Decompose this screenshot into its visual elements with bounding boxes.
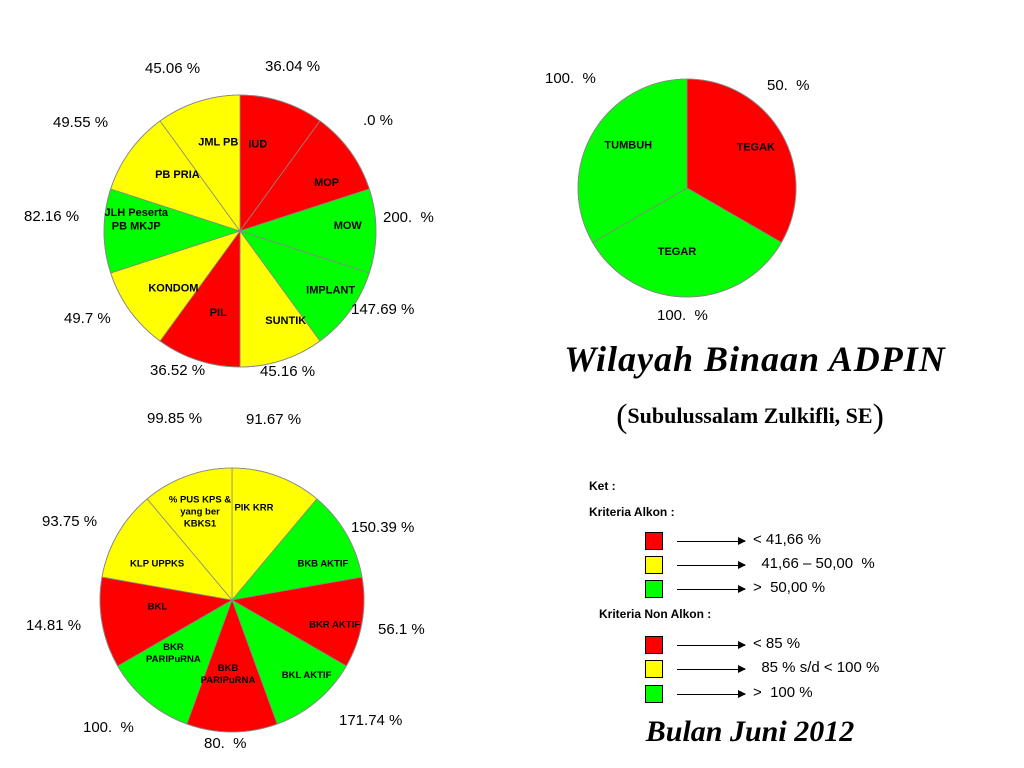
- pie-outline: [99, 467, 365, 733]
- slice-label: TEGAR: [658, 246, 697, 258]
- slice-label: SUNTIK: [265, 315, 306, 327]
- arrow-icon: [677, 690, 746, 698]
- slice-label: KONDOM: [148, 283, 198, 295]
- subtitle-text: Subulussalam Zulkifli, SE: [627, 403, 873, 428]
- pct-label: .0 %: [363, 112, 394, 129]
- legend-text: > 50,00 %: [753, 579, 826, 596]
- page-subtitle: (Subulussalam Zulkifli, SE): [560, 398, 940, 436]
- legend-text: < 85 %: [753, 635, 801, 652]
- subtitle-close-paren: ): [872, 398, 884, 435]
- slice-label: % PUS KPS & yang ber KBKS1: [169, 495, 231, 530]
- legend-swatch-yellow: [645, 556, 663, 574]
- pct-label: 56.1 %: [378, 621, 425, 638]
- pct-label: 80. %: [204, 735, 247, 752]
- slice-label: PB PRIA: [155, 169, 200, 181]
- page-title: Wilayah Binaan ADPIN: [564, 339, 946, 379]
- pie-outline: [577, 78, 797, 298]
- slice-label: MOP: [314, 177, 339, 189]
- pct-label: 49.55 %: [53, 114, 109, 131]
- slice-label: KLP UPPKS: [130, 558, 184, 569]
- pct-label: 100. %: [83, 719, 134, 736]
- pct-label: 45.06 %: [145, 60, 201, 77]
- legend-swatch-green: [645, 685, 663, 703]
- pct-label: 200. %: [383, 209, 434, 226]
- slice-label: PIL: [210, 307, 227, 319]
- pct-label: 82.16 %: [24, 208, 80, 225]
- pct-label: 49.7 %: [64, 310, 111, 327]
- legend-text: > 100 %: [753, 684, 813, 701]
- pie-chart-alkon: IUD MOP MOW IMPLANT SUNTIK PIL KONDOM JLH Peser…: [103, 94, 377, 368]
- pct-label: 36.04 %: [265, 58, 321, 75]
- arrow-icon: [677, 537, 746, 545]
- pct-label: 36.52 %: [150, 362, 206, 379]
- slice-label: BKB AKTIF: [297, 558, 348, 569]
- pct-label: 150.39 %: [351, 519, 415, 536]
- pct-label: 50. %: [767, 77, 810, 94]
- arrow-icon: [677, 665, 746, 673]
- pie-chart-lini-lapangan: TEGAK TEGAR TUMBUH: [577, 78, 797, 298]
- report-date: Bulan Juni 2012: [645, 715, 855, 748]
- slice-label: TEGAK: [737, 141, 776, 153]
- pct-label: 100. %: [657, 307, 708, 324]
- slice-label: TUMBUH: [604, 139, 652, 151]
- legend-text: 41,66 – 50,00 %: [753, 555, 875, 572]
- pie-outline: [103, 94, 377, 368]
- slice-label: BKB PARIPuRNA: [201, 663, 256, 686]
- arrow-icon: [677, 641, 746, 649]
- legend-swatch-red: [645, 636, 663, 654]
- slice-label: IUD: [248, 138, 267, 150]
- slice-label: IMPLANT: [306, 285, 355, 297]
- pct-label: 14.81 %: [26, 617, 82, 634]
- slice-label: MOW: [334, 220, 363, 232]
- pct-label: 93.75 %: [42, 513, 98, 530]
- arrow-icon: [677, 561, 746, 569]
- pct-label: 45.16 %: [260, 363, 316, 380]
- slice-label: BKL AKTIF: [282, 670, 332, 681]
- slice-label: BKL: [148, 602, 168, 613]
- pct-label: 171.74 %: [339, 712, 403, 729]
- legend-ket: Ket :: [589, 479, 616, 493]
- legend-text: < 41,66 %: [753, 531, 821, 548]
- legend-swatch-red: [645, 532, 663, 550]
- slice-label: PIK KRR: [234, 502, 273, 513]
- pct-label: 91.67 %: [246, 411, 302, 428]
- slice-label: BKR AKTIF: [309, 620, 360, 631]
- pct-label: 100. %: [545, 70, 596, 87]
- subtitle-open-paren: (: [616, 398, 628, 435]
- slice-label: JLH Peserta PB MKJP: [104, 207, 168, 233]
- pct-label: 147.69 %: [351, 301, 415, 318]
- legend-swatch-yellow: [645, 660, 663, 678]
- legend-non-alkon-title: Kriteria Non Alkon :: [599, 607, 712, 621]
- arrow-icon: [677, 585, 746, 593]
- slice-label: BKR PARIPuRNA: [146, 642, 201, 665]
- legend-text: 85 % s/d < 100 %: [753, 659, 880, 676]
- pct-label: 99.85 %: [147, 410, 203, 427]
- slice-label: JML PB: [198, 136, 238, 148]
- legend-swatch-green: [645, 580, 663, 598]
- pie-chart-non-alkon: PIK KRR BKB AKTIF BKR AKTIF BKL AKTIF BKB PAR…: [99, 467, 365, 733]
- legend-alkon-title: Kriteria Alkon :: [589, 505, 675, 519]
